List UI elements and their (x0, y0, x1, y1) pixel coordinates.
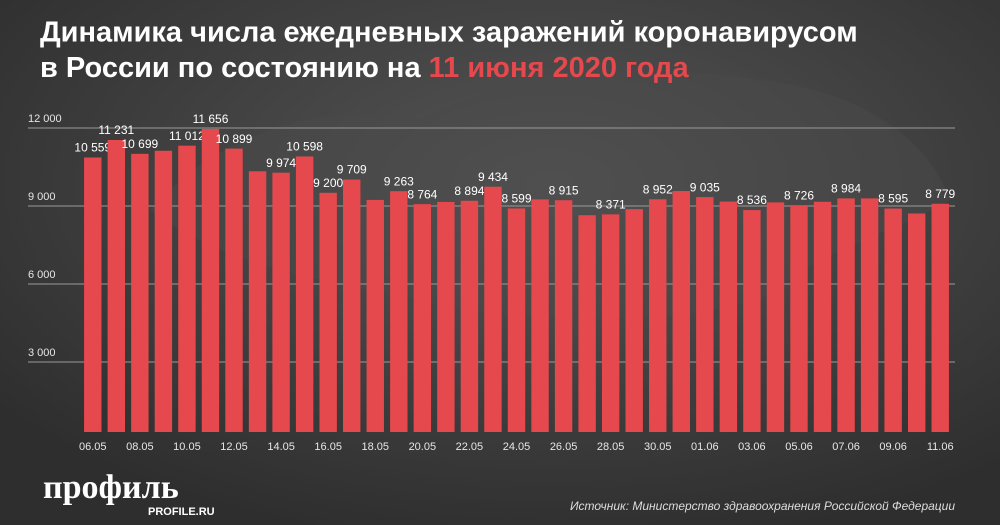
bar (107, 139, 126, 432)
bar (837, 198, 855, 432)
x-tick-label: 12.05 (220, 441, 248, 453)
title-highlight: 11 июня 2020 года (429, 52, 690, 84)
y-tick-label: 9 000 (28, 191, 56, 203)
bar (154, 150, 173, 432)
value-label: 8 984 (831, 182, 861, 196)
bar (413, 204, 432, 432)
y-tick-label: 12 000 (28, 113, 62, 125)
bar (272, 172, 290, 432)
value-label: 8 915 (549, 183, 579, 197)
x-tick-label: 20.05 (409, 441, 437, 453)
x-tick-label: 26.05 (550, 441, 578, 453)
logo: профиль (43, 469, 179, 506)
y-tick-label: 6 000 (28, 269, 56, 281)
value-label: 8 894 (454, 184, 484, 198)
value-label: 8 952 (643, 182, 673, 196)
bar (813, 201, 832, 432)
value-label: 11 231 (98, 123, 134, 137)
bar (743, 210, 761, 432)
x-tick-label: 03.06 (738, 441, 766, 453)
x-tick-label: 07.06 (832, 441, 860, 453)
bar (578, 215, 596, 432)
chart-title: Динамика числа ежедневных заражений коро… (40, 17, 858, 49)
source: Источник: Министерство здравоохранения Р… (570, 499, 955, 513)
value-label: 9 434 (478, 170, 508, 184)
bar (531, 199, 549, 432)
x-tick-label: 30.05 (644, 441, 672, 453)
x-tick-label: 28.05 (597, 441, 625, 453)
x-tick-label: 16.05 (314, 441, 342, 453)
bar (178, 145, 196, 433)
x-tick-label: 05.06 (785, 441, 813, 453)
value-label: 9 709 (337, 163, 367, 177)
bar (672, 191, 690, 432)
x-tick-label: 10.05 (173, 441, 201, 453)
value-label: 8 595 (878, 192, 908, 206)
x-tick-label: 08.05 (126, 441, 154, 453)
value-label: 8 536 (737, 193, 767, 207)
bar (390, 191, 408, 432)
value-label: 8 371 (596, 198, 626, 212)
x-tick-label: 01.06 (691, 441, 719, 453)
bar (649, 199, 667, 432)
bar (554, 200, 573, 432)
bar (248, 171, 267, 432)
bar (84, 157, 102, 432)
x-tick-label: 18.05 (361, 441, 389, 453)
bar (484, 186, 502, 432)
bar (884, 208, 902, 432)
value-label: 9 974 (266, 156, 296, 170)
bar (766, 202, 785, 432)
x-tick-label: 09.06 (879, 441, 907, 453)
bar (696, 197, 714, 432)
bar (225, 148, 243, 432)
x-tick-label: 11.06 (927, 441, 954, 453)
bar (507, 208, 526, 432)
x-tick-label: 06.05 (79, 441, 107, 453)
x-tick-label: 24.05 (503, 441, 531, 453)
value-label: 8 764 (407, 187, 437, 201)
value-label: 8 726 (784, 188, 814, 202)
value-label: 10 559 (74, 141, 111, 155)
bar (131, 153, 149, 433)
chart-title: в России по состоянию на 11 июня 2020 го… (40, 52, 689, 84)
value-label: 10 899 (216, 132, 253, 146)
bar (625, 209, 643, 432)
bar (460, 200, 479, 432)
value-label: 9 263 (384, 174, 414, 188)
logo-url: PROFILE.RU (148, 506, 215, 518)
bar (343, 179, 361, 432)
value-label: 10 699 (121, 137, 158, 151)
bar (719, 201, 738, 432)
value-label: 11 656 (193, 112, 229, 126)
bar (790, 205, 808, 432)
value-label: 8 599 (501, 192, 531, 206)
bar (201, 128, 220, 432)
x-tick-label: 22.05 (456, 441, 484, 453)
value-label: 9 200 (313, 176, 343, 190)
x-tick-label: 14.05 (267, 441, 295, 453)
value-label: 9 035 (690, 180, 720, 194)
bar (437, 201, 455, 432)
bar (366, 199, 384, 432)
bar (907, 213, 926, 432)
value-label: 11 012 (169, 129, 205, 143)
bar (295, 156, 314, 432)
bar (931, 203, 949, 432)
value-label: 8 779 (925, 187, 955, 201)
bar (860, 198, 879, 432)
bar (601, 214, 620, 432)
bar (319, 192, 337, 432)
y-tick-label: 3 000 (28, 347, 56, 359)
title-text: в России по состоянию на (40, 52, 421, 84)
value-label: 10 598 (286, 140, 323, 154)
